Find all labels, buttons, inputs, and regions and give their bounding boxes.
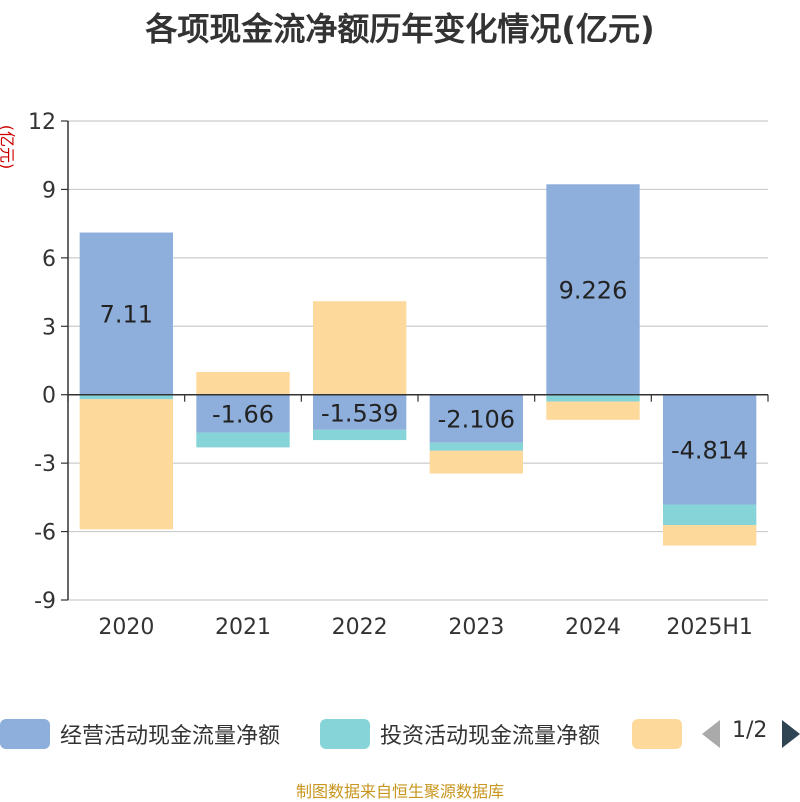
bar-segment [196,394,290,433]
bars [79,184,757,546]
bar-segment [663,394,757,505]
legend-item-investing[interactable]: 投资活动现金流量净额 [320,716,600,752]
legend-label-operating: 经营活动现金流量净额 [60,724,281,749]
legend: 经营活动现金流量净额 投资活动现金流量净额 [0,716,800,752]
bar-segment [546,394,640,402]
legend-prev-page-icon[interactable] [702,720,720,748]
data-labels: 7.11 -1.66 -1.539 -2.106 9.226 -4.814 [100,276,749,464]
bar-segment [79,394,173,400]
x-tick-label: 2024 [565,615,621,640]
x-tick-label: 2021 [215,615,271,640]
bar-segment [313,394,407,430]
data-label: 7.11 [100,301,153,329]
bar-segment [196,432,290,448]
bar-segment [196,371,290,395]
y-tick-label: 3 [42,315,56,340]
y-tick-label: 0 [42,384,56,409]
grid-lines [68,120,768,601]
legend-next-page-icon[interactable] [782,720,800,748]
y-tick-label: -3 [34,452,56,477]
x-tick-label: 2020 [98,615,154,640]
legend-swatch-operating [0,719,50,749]
bar-segment [429,394,523,443]
legend-swatch-investing [320,719,370,749]
legend-label-investing: 投资活动现金流量净额 [380,724,601,749]
y-tick-label: 9 [42,178,56,203]
bar-segment [546,401,640,420]
axes: -9 -6 -3 0 3 6 9 12 2020 2021 2022 2023 2024 2025H1 [28,110,769,640]
bar-segment [313,301,407,395]
legend-page-indicator: 1/2 [732,718,768,743]
bar-segment [79,232,173,395]
bar-segment [79,399,173,530]
chart-title: 各项现金流净额历年变化情况(亿元) [145,10,655,48]
y-axis-unit-label: (亿元) [0,124,17,170]
data-label: -1.66 [212,401,274,429]
x-tick-label: 2025H1 [666,615,753,640]
bar-segment [429,442,523,451]
bar-segment [546,184,640,395]
data-label: -1.539 [321,399,398,427]
bar-segment [429,450,523,474]
y-tick-label: -9 [34,589,56,614]
y-tick-label: 12 [28,110,56,135]
legend-item-operating[interactable]: 经营活动现金流量净额 [0,716,280,752]
y-tick-label: 6 [42,247,56,272]
data-label: -4.814 [671,437,748,465]
data-label: -2.106 [438,406,515,434]
bar-segment [663,525,757,546]
bar-segment [663,504,757,526]
legend-swatch-financing [632,719,682,749]
data-label: 9.226 [559,276,628,304]
legend-item-financing[interactable] [632,716,682,752]
x-tick-label: 2022 [332,615,388,640]
y-tick-label: -6 [34,521,56,546]
x-tick-label: 2023 [448,615,504,640]
source-note: 制图数据来自恒生聚源数据库 [295,782,504,801]
bar-segment [313,429,407,441]
